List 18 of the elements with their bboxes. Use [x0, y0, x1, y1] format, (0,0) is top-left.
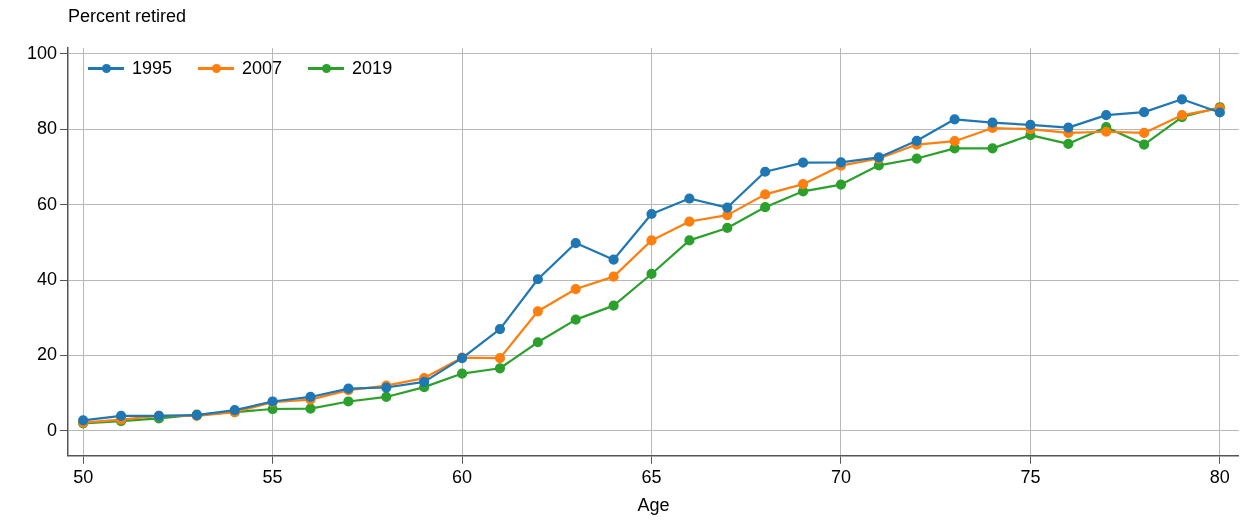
x-tick-label: 60	[452, 466, 473, 487]
y-tick-label: 100	[26, 42, 57, 63]
x-tick-label: 80	[1209, 466, 1230, 487]
y-tick-label: 60	[36, 193, 57, 214]
y-tick-label: 20	[36, 344, 57, 365]
y-tick-label: 0	[46, 419, 57, 440]
x-tick-label: 75	[1020, 466, 1041, 487]
x-tick-label: 65	[641, 466, 662, 487]
y-axis-title: Percent retired	[68, 6, 187, 27]
x-tick-label: 70	[830, 466, 851, 487]
x-tick-label: 55	[262, 466, 283, 487]
legend-label: 1995	[132, 58, 173, 79]
x-tick-label: 50	[73, 466, 94, 487]
y-tick-label: 80	[36, 118, 57, 139]
y-tick-label: 40	[36, 268, 57, 289]
legend-label: 2019	[352, 58, 393, 79]
legend-label: 2007	[242, 58, 283, 79]
x-axis-title: Age	[637, 495, 670, 516]
